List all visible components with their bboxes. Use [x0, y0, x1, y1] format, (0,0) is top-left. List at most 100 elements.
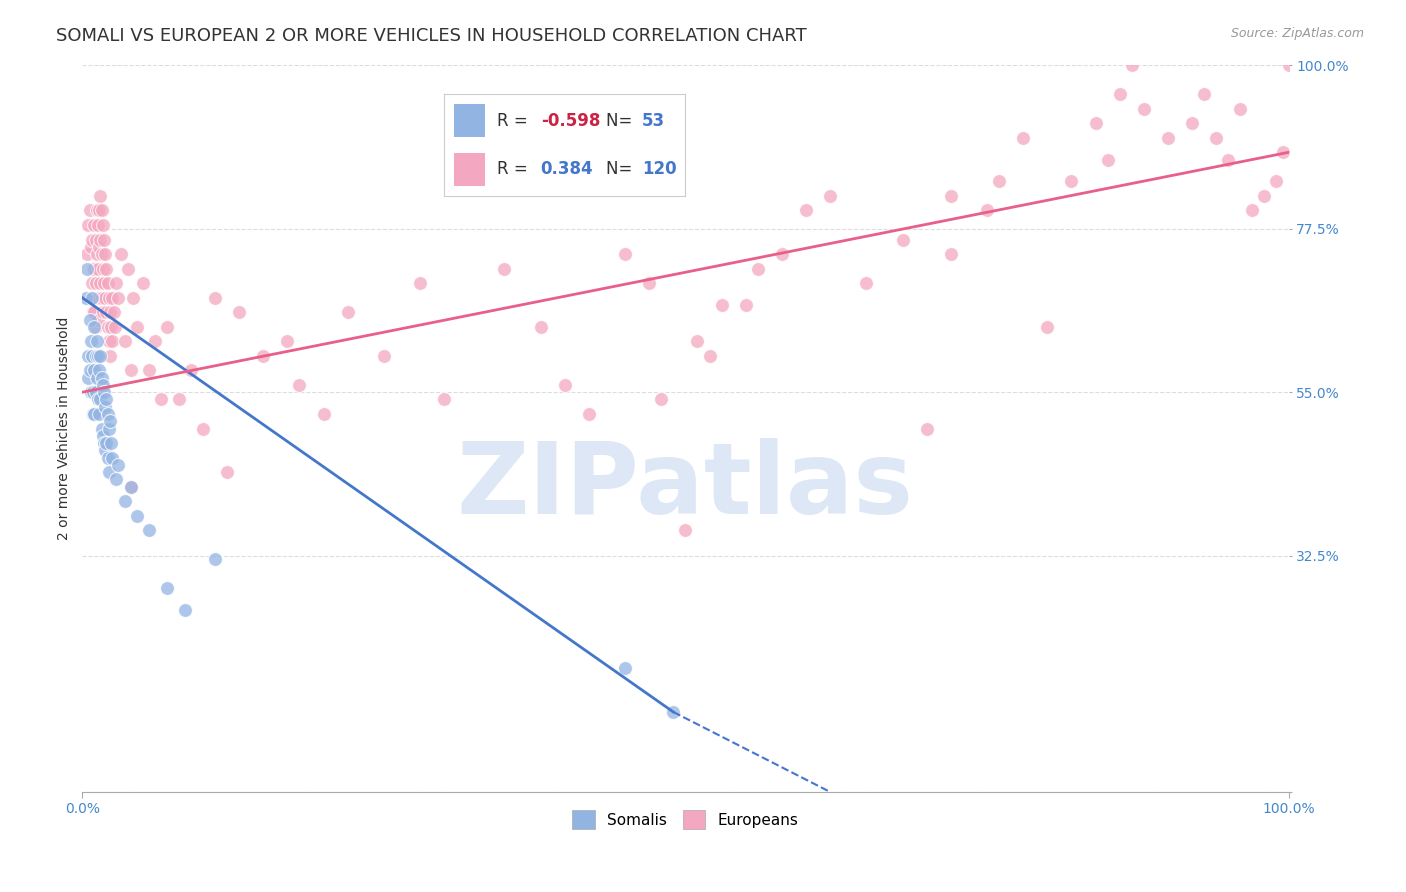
- Point: [80, 276, 103, 290]
- Point: [638, 276, 661, 290]
- Point: [89, 189, 111, 203]
- Point: [1060, 174, 1083, 188]
- Point: [80, 334, 103, 349]
- Point: [173, 603, 195, 617]
- Point: [94, 247, 117, 261]
- Point: [97, 407, 120, 421]
- Point: [143, 334, 166, 349]
- Point: [93, 436, 115, 450]
- Point: [1192, 87, 1215, 102]
- Point: [84, 276, 107, 290]
- Point: [1084, 116, 1107, 130]
- Point: [97, 276, 120, 290]
- Point: [1271, 145, 1294, 160]
- Point: [89, 233, 111, 247]
- Point: [79, 312, 101, 326]
- Point: [100, 436, 122, 450]
- Point: [131, 276, 153, 290]
- Point: [1121, 58, 1143, 72]
- Point: [80, 385, 103, 400]
- Point: [90, 370, 112, 384]
- Point: [104, 319, 127, 334]
- Point: [82, 385, 104, 400]
- Point: [86, 370, 108, 384]
- Point: [93, 276, 115, 290]
- Point: [336, 305, 359, 319]
- Point: [90, 247, 112, 261]
- Point: [87, 392, 110, 407]
- Point: [97, 421, 120, 435]
- Point: [100, 319, 122, 334]
- Point: [82, 261, 104, 276]
- Point: [84, 319, 107, 334]
- Point: [228, 305, 250, 319]
- Point: [1241, 203, 1264, 218]
- Point: [1097, 153, 1119, 167]
- Point: [1036, 319, 1059, 334]
- Text: Source: ZipAtlas.com: Source: ZipAtlas.com: [1230, 27, 1364, 40]
- Point: [89, 407, 111, 421]
- Point: [105, 472, 128, 486]
- Point: [91, 218, 114, 232]
- Point: [87, 218, 110, 232]
- Point: [554, 378, 576, 392]
- Point: [976, 203, 998, 218]
- Point: [93, 233, 115, 247]
- Point: [96, 305, 118, 319]
- Point: [650, 392, 672, 407]
- Point: [120, 363, 142, 377]
- Point: [288, 378, 311, 392]
- Point: [98, 414, 121, 428]
- Point: [1218, 153, 1240, 167]
- Point: [101, 291, 124, 305]
- Point: [1277, 58, 1299, 72]
- Point: [125, 508, 148, 523]
- Point: [77, 370, 100, 384]
- Point: [94, 291, 117, 305]
- Point: [91, 429, 114, 443]
- Point: [167, 392, 190, 407]
- Point: [156, 582, 179, 596]
- Point: [82, 305, 104, 319]
- Point: [79, 203, 101, 218]
- Point: [1157, 130, 1180, 145]
- Point: [191, 421, 214, 435]
- Point: [794, 203, 817, 218]
- Point: [82, 407, 104, 421]
- Point: [89, 349, 111, 363]
- Point: [204, 291, 226, 305]
- Point: [97, 334, 120, 349]
- Point: [80, 291, 103, 305]
- Point: [83, 218, 105, 232]
- Point: [83, 261, 105, 276]
- Legend: Somalis, Europeans: Somalis, Europeans: [567, 805, 804, 835]
- Point: [83, 305, 105, 319]
- Point: [84, 349, 107, 363]
- Point: [76, 261, 98, 276]
- Point: [939, 189, 962, 203]
- Point: [120, 480, 142, 494]
- Point: [122, 291, 145, 305]
- Point: [494, 261, 516, 276]
- Point: [107, 458, 129, 472]
- Point: [276, 334, 298, 349]
- Point: [409, 276, 432, 290]
- Point: [86, 291, 108, 305]
- Point: [91, 261, 114, 276]
- Point: [75, 291, 97, 305]
- Point: [180, 363, 202, 377]
- Point: [101, 450, 124, 465]
- Point: [96, 261, 118, 276]
- Point: [80, 233, 103, 247]
- Point: [91, 305, 114, 319]
- Point: [97, 450, 120, 465]
- Text: SOMALI VS EUROPEAN 2 OR MORE VEHICLES IN HOUSEHOLD CORRELATION CHART: SOMALI VS EUROPEAN 2 OR MORE VEHICLES IN…: [56, 27, 807, 45]
- Point: [614, 661, 637, 675]
- Point: [91, 378, 114, 392]
- Point: [818, 189, 841, 203]
- Point: [686, 334, 709, 349]
- Point: [86, 203, 108, 218]
- Point: [94, 443, 117, 458]
- Point: [105, 276, 128, 290]
- Point: [107, 291, 129, 305]
